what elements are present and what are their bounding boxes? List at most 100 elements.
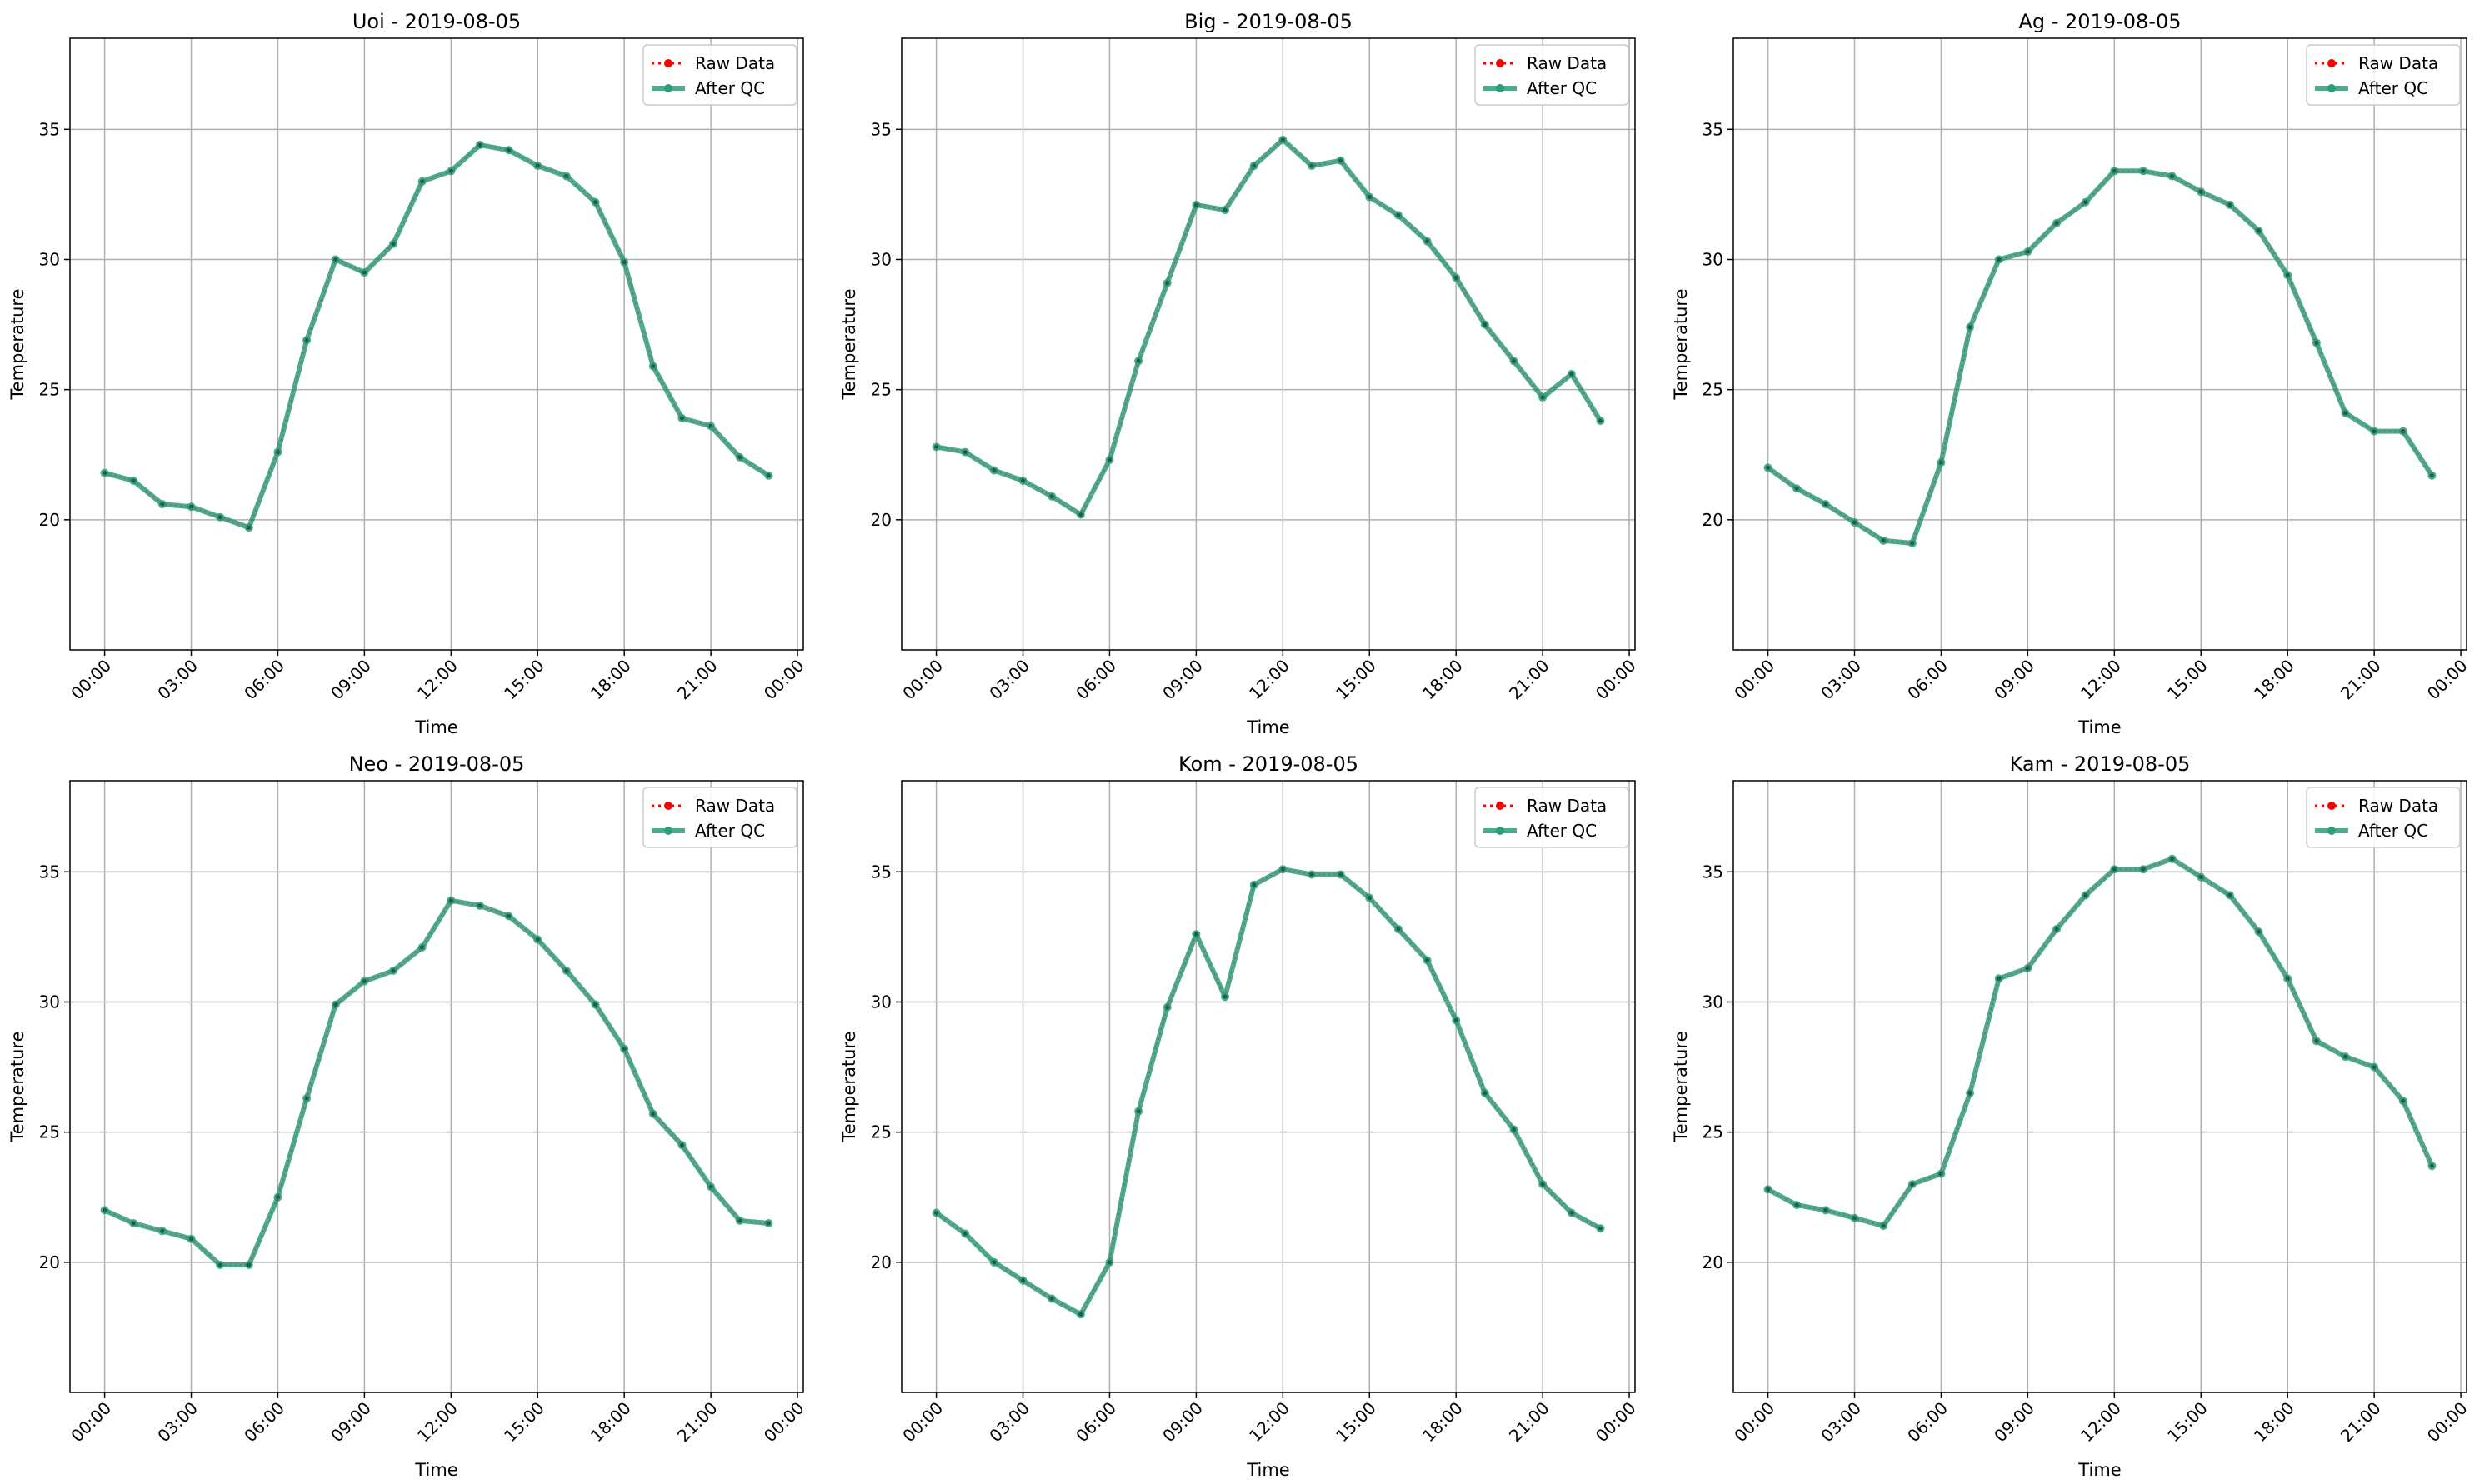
data-point-raw-data [738,455,742,460]
plot-frame [69,780,804,1393]
data-point-raw-data [1511,358,1516,363]
data-point-raw-data [1107,457,1112,462]
x-tick-label: 03:00 [153,1398,202,1447]
data-point-raw-data [2401,1098,2406,1103]
data-point-raw-data [1367,195,1372,200]
y-tick-label: 25 [871,380,892,400]
legend-label-after-qc: After QC [2358,821,2428,841]
y-tick-label: 30 [871,992,892,1012]
plot-frame [1732,37,2468,651]
x-tick-label: 18:00 [2250,1398,2298,1447]
chart-title: Ag - 2019-08-05 [2018,10,2181,33]
y-tick-label: 35 [39,862,60,882]
data-point-raw-data [448,168,453,173]
data-point-raw-data [1165,281,1170,286]
chart-title: Kam - 2019-08-05 [2010,752,2191,776]
data-point-raw-data [535,163,540,168]
chart-title: Neo - 2019-08-05 [349,752,525,776]
data-point-raw-data [679,1142,684,1147]
data-point-raw-data [2228,892,2232,897]
series-line-raw-data [936,138,1602,517]
x-tick-label: 00:00 [67,1398,115,1447]
data-point-raw-data [448,898,453,903]
data-point-raw-data [1309,163,1314,168]
data-point-raw-data [1794,1202,1799,1207]
data-point-raw-data [766,473,771,478]
x-axis-label: Time [1246,717,1289,737]
data-point-raw-data [102,471,108,476]
data-point-raw-data [962,1231,968,1236]
legend-marker-raw-data [664,59,672,67]
y-tick-label: 25 [871,1122,892,1142]
data-point-raw-data [1280,137,1285,142]
data-point-raw-data [1107,1260,1112,1265]
legend-marker-after-qc [664,827,672,835]
data-point-raw-data [2198,189,2203,194]
data-point-raw-data [1367,896,1372,901]
legend-label-raw-data: Raw Data [2358,796,2438,816]
data-point-raw-data [2112,168,2117,173]
data-point-raw-data [651,364,656,369]
data-point-raw-data [420,179,425,184]
data-point-raw-data [1997,976,2002,981]
data-point-raw-data [1309,872,1314,877]
x-tick-label: 18:00 [587,1398,635,1447]
legend-label-raw-data: Raw Data [695,796,775,816]
data-point-raw-data [2372,429,2377,434]
data-point-raw-data [131,478,136,483]
data-point-raw-data [391,242,396,247]
legend-label-after-qc: After QC [1527,78,1597,98]
data-point-raw-data [2054,221,2059,226]
x-tick-label: 09:00 [327,656,375,704]
legend-label-after-qc: After QC [695,821,765,841]
y-tick-label: 20 [1702,510,1723,530]
data-point-raw-data [1252,882,1257,887]
series-line-raw-data [1768,857,2433,1227]
data-point-raw-data [1852,1216,1858,1221]
data-point-raw-data [1569,1210,1574,1215]
data-point-raw-data [1078,1312,1083,1317]
data-point-raw-data [2198,875,2203,880]
data-point-raw-data [1910,541,1915,546]
plot-frame [1732,780,2468,1393]
data-point-raw-data [2054,927,2059,932]
data-point-raw-data [1997,257,2002,262]
data-point-raw-data [247,525,252,530]
y-tick-label: 20 [871,510,892,530]
data-point-raw-data [1338,158,1343,163]
data-point-raw-data [2025,966,2030,971]
data-point-raw-data [962,450,968,455]
data-point-raw-data [1540,1182,1545,1187]
data-point-raw-data [1598,1226,1602,1231]
x-tick-label: 15:00 [500,1398,548,1447]
legend: Raw Data After QC [2306,44,2461,106]
x-tick-label: 21:00 [673,1398,722,1447]
data-point-raw-data [2228,202,2232,207]
legend-label-after-qc: After QC [695,78,765,98]
legend-marker-raw-data [2328,802,2336,810]
data-point-raw-data [333,257,338,262]
x-tick-label: 00:00 [1730,656,1778,704]
series-line-after-qc [103,142,770,531]
data-point-raw-data [1823,1207,1828,1212]
chart-panel-1: Uoi - 2019-08-05 00:00 03:00 06:00 09:00 12:0… [8,10,808,737]
x-tick-label: 03:00 [1817,1398,1865,1447]
data-point-raw-data [535,937,540,942]
data-point-raw-data [2025,249,2030,254]
legend-label-after-qc: After QC [2358,78,2428,98]
x-tick-label: 12:00 [2077,656,2125,704]
data-point-raw-data [1482,322,1488,327]
data-point-raw-data [934,1210,939,1215]
series-line-after-qc [103,897,769,1267]
data-point-raw-data [2112,867,2117,872]
legend: Raw Data After QC [642,44,798,106]
chart-panel-5: Kom - 2019-08-05 00:00 03:00 06:00 09:00 12:0… [839,752,1640,1480]
data-point-raw-data [1453,275,1458,280]
data-point-raw-data [1823,502,1828,507]
data-point-raw-data [1938,1172,1943,1177]
x-tick-label: 09:00 [1158,656,1207,704]
x-tick-label: 21:00 [2337,1398,2385,1447]
legend-marker-raw-data [1496,802,1504,810]
data-point-raw-data [679,416,684,421]
